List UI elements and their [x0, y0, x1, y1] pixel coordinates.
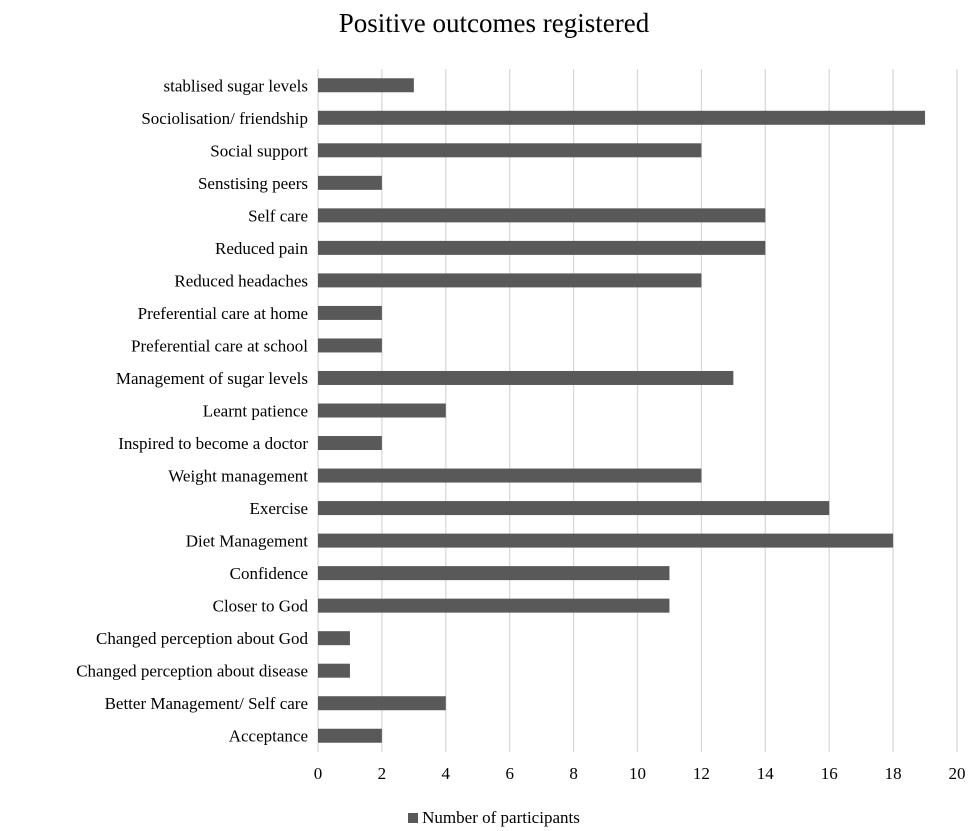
bar — [318, 468, 702, 483]
category-label: Sociolisation/ friendship — [141, 109, 308, 128]
bar — [318, 175, 382, 190]
bar — [318, 501, 830, 516]
bar — [318, 533, 894, 548]
bar — [318, 110, 926, 125]
bar — [318, 436, 382, 451]
category-labels: stablised sugar levels Sociolisation/ fri… — [76, 76, 308, 745]
category-label: Reduced headaches — [174, 271, 308, 290]
bar — [318, 696, 446, 711]
category-label: Exercise — [249, 499, 308, 518]
legend: Number of participants — [0, 808, 968, 828]
category-label: Social support — [210, 141, 308, 160]
x-tick-label: 12 — [693, 764, 710, 783]
category-label: Senstising peers — [198, 174, 308, 193]
chart-title: Positive outcomes registered — [338, 8, 650, 38]
category-label: Preferential care at school — [131, 336, 308, 355]
x-tick-label: 18 — [885, 764, 902, 783]
category-label: Weight management — [168, 467, 308, 486]
category-label: Learnt patience — [203, 402, 308, 421]
bars — [318, 78, 926, 743]
category-label: Inspired to become a doctor — [118, 434, 308, 453]
legend-label: Number of participants — [422, 808, 580, 827]
category-label: Changed perception about God — [96, 629, 308, 648]
category-label: stablised sugar levels — [164, 76, 308, 95]
x-tick-labels: 0 2 4 6 8 10 12 14 16 18 20 — [314, 764, 966, 783]
x-tick-label: 2 — [378, 764, 387, 783]
x-tick-label: 4 — [442, 764, 451, 783]
x-tick-label: 6 — [505, 764, 514, 783]
category-label: Changed perception about disease — [76, 662, 308, 681]
bar — [318, 338, 382, 353]
bar — [318, 566, 670, 581]
x-tick-label: 20 — [949, 764, 966, 783]
x-tick-label: 10 — [629, 764, 646, 783]
category-label: Confidence — [230, 564, 308, 583]
category-label: Better Management/ Self care — [105, 694, 308, 713]
bar — [318, 78, 414, 93]
bar — [318, 273, 702, 288]
category-label: Diet Management — [186, 532, 309, 551]
category-label: Closer to God — [213, 597, 309, 616]
bar — [318, 143, 702, 158]
bar — [318, 305, 382, 320]
category-label: Reduced pain — [215, 239, 308, 258]
bar — [318, 208, 766, 223]
bar — [318, 240, 766, 255]
bar — [318, 631, 350, 646]
category-label: Self care — [248, 206, 308, 225]
x-tick-label: 0 — [314, 764, 323, 783]
gridlines — [381, 69, 958, 752]
bar — [318, 728, 382, 743]
category-label: Acceptance — [229, 727, 308, 746]
bar — [318, 403, 446, 418]
bar — [318, 370, 734, 385]
category-label: Management of sugar levels — [116, 369, 308, 388]
legend-swatch — [408, 813, 419, 823]
x-tick-label: 14 — [757, 764, 775, 783]
bar — [318, 598, 670, 613]
x-tick-label: 16 — [821, 764, 838, 783]
bar — [318, 663, 350, 678]
x-tick-label: 8 — [569, 764, 578, 783]
category-label: Preferential care at home — [138, 304, 308, 323]
